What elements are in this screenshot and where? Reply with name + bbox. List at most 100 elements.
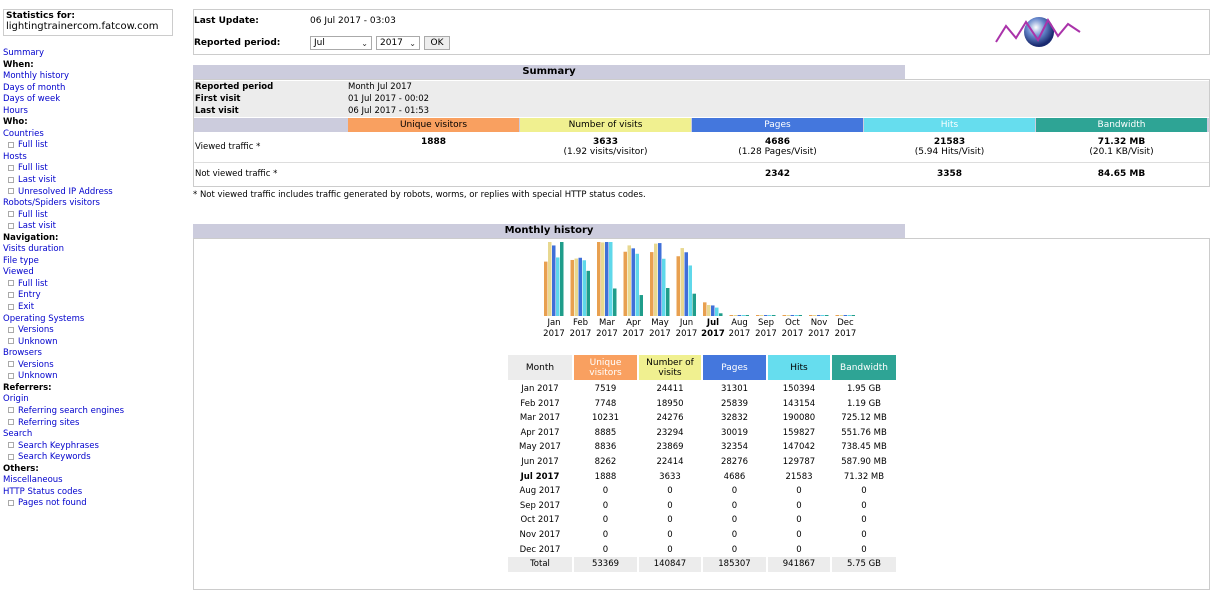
monthly-row-month: Jul 2017 — [520, 471, 560, 482]
chart-bar — [737, 315, 741, 316]
sidebar-subitem-exit[interactable]: Exit — [3, 302, 188, 314]
chart-bar — [578, 257, 582, 316]
chart-bar — [658, 243, 662, 316]
sidebar-item-operating-systems[interactable]: Operating Systems — [3, 314, 188, 326]
list-icon — [8, 303, 14, 310]
monthly-row-month: Jan 2017 — [521, 384, 559, 394]
sidebar-subitem-entry[interactable]: Entry — [3, 290, 188, 302]
sidebar-subitem-full-list[interactable]: Full list — [3, 210, 188, 222]
sidebar-item-label: File type — [3, 255, 39, 266]
sidebar-heading-label: Navigation: — [3, 232, 59, 243]
sidebar-subitem-full-list[interactable]: Full list — [3, 163, 188, 175]
chart-bar — [772, 315, 776, 316]
viewed-traffic-cell: 4686 (1.28 Pages/Visit) — [692, 137, 863, 157]
sidebar-item-search[interactable]: Search — [3, 429, 188, 441]
sidebar-subitem-label: Exit — [18, 302, 35, 313]
sidebar-heading-others: Others: — [3, 464, 188, 476]
sidebar-subitem-label: Referring search engines — [18, 405, 125, 416]
sidebar-subitem-last-visit[interactable]: Last visit — [3, 175, 188, 187]
chart-bar — [782, 315, 786, 316]
monthly-row-cell: 25839 — [720, 398, 749, 409]
summary-row: Reported period Month Jul 2017 — [194, 81, 1209, 93]
last-update-label: Last Update: — [194, 16, 259, 26]
summary-header-cell: Hits — [864, 118, 1035, 132]
stats-for-box: Statistics for: lightingtrainercom.fatco… — [3, 9, 173, 36]
sidebar-subitem-versions[interactable]: Versions — [3, 360, 188, 372]
summary-panel: Reported period Month Jul 2017 First vis… — [193, 79, 1210, 187]
summary-row-label: Reported period — [195, 82, 274, 92]
ok-button[interactable]: OK — [424, 36, 450, 50]
chart-bar — [692, 293, 696, 316]
chart-month-name: Jun — [679, 318, 694, 328]
chart-month-label: Feb 2017 — [568, 318, 594, 340]
sidebar-item-label: Robots/Spiders visitors — [3, 198, 100, 209]
sidebar-subitem-search-keywords[interactable]: Search Keywords — [3, 452, 188, 464]
sidebar-item-days-of-month[interactable]: Days of month — [3, 83, 188, 95]
sidebar-item-countries[interactable]: Countries — [3, 129, 188, 141]
monthly-row-cell: 159827 — [782, 427, 816, 438]
sidebar-item-miscellaneous[interactable]: Miscellaneous — [3, 475, 188, 487]
monthly-header-cell: Unique visitors — [574, 355, 637, 380]
chart-bar — [570, 259, 574, 316]
sidebar-item-viewed[interactable]: Viewed — [3, 267, 188, 279]
viewed-sub-value: (1.92 visits/visitor) — [563, 147, 648, 157]
list-icon — [8, 141, 14, 148]
chart-bar — [639, 295, 643, 316]
sidebar-subitem-full-list[interactable]: Full list — [3, 140, 188, 152]
sidebar-subitem-pages-not-found[interactable]: Pages not found — [3, 498, 188, 510]
sidebar-subitem-search-keyphrases[interactable]: Search Keyphrases — [3, 441, 188, 453]
month-select[interactable]: Jul ⌄ — [310, 36, 372, 50]
chart-bar — [582, 260, 586, 316]
monthly-row-cell: 8836 — [594, 442, 617, 453]
sidebar-subitem-unresolved-ip-address[interactable]: Unresolved IP Address — [3, 187, 188, 199]
sidebar-subitem-referring-search-engines[interactable]: Referring search engines — [3, 406, 188, 418]
monthly-row-cell: 551.76 MB — [841, 427, 887, 438]
sidebar-subitem-last-visit[interactable]: Last visit — [3, 221, 188, 233]
sidebar-item-origin[interactable]: Origin — [3, 394, 188, 406]
monthly-row-cell: 0 — [667, 515, 673, 526]
list-icon — [8, 326, 14, 333]
chart-month-label: Apr 2017 — [621, 318, 647, 340]
year-select[interactable]: 2017 ⌄ — [376, 36, 420, 50]
sidebar-subitem-unknown[interactable]: Unknown — [3, 337, 188, 349]
chart-year-name: 2017 — [755, 329, 777, 339]
sidebar-item-visits-duration[interactable]: Visits duration — [3, 244, 188, 256]
chart-bar — [790, 315, 794, 316]
chart-bar — [662, 258, 666, 316]
sidebar-item-days-of-week[interactable]: Days of week — [3, 94, 188, 106]
chart-bar — [548, 242, 552, 316]
monthly-row-cell: 190080 — [782, 413, 816, 424]
sidebar-item-robots-spiders-visitors[interactable]: Robots/Spiders visitors — [3, 198, 188, 210]
monthly-history-title: Monthly history — [193, 224, 905, 238]
sidebar-subitem-label: Pages not found — [18, 498, 87, 509]
sidebar-item-http-status-codes[interactable]: HTTP Status codes — [3, 487, 188, 499]
chart-year-name: 2017 — [834, 329, 857, 339]
chart-month-name: Dec — [837, 318, 854, 328]
chart-bar — [798, 315, 802, 316]
chart-month-label: Aug 2017 — [727, 318, 753, 340]
viewed-sub-value: (5.94 Hits/Visit) — [914, 147, 985, 157]
sidebar-item-browsers[interactable]: Browsers — [3, 348, 188, 360]
viewed-traffic-row: 1888 3633 (1.92 visits/visitor) 4686 (1.28 P… — [194, 135, 1209, 163]
viewed-main-value: 71.32 MB — [1097, 137, 1146, 147]
sidebar-subitem-unknown[interactable]: Unknown — [3, 371, 188, 383]
monthly-row-cell: 71.32 MB — [843, 471, 885, 482]
monthly-row-month: Sep 2017 — [519, 500, 561, 511]
sidebar-subitem-versions[interactable]: Versions — [3, 325, 188, 337]
sidebar-item-monthly-history[interactable]: Monthly history — [3, 71, 188, 83]
sidebar-subitem-referring-sites[interactable]: Referring sites — [3, 418, 188, 430]
list-icon — [8, 372, 14, 379]
sidebar-item-hours[interactable]: Hours — [3, 106, 188, 118]
monthly-row-cell: 0 — [796, 530, 802, 540]
sidebar-subitem-full-list[interactable]: Full list — [3, 279, 188, 291]
sidebar-item-summary[interactable]: Summary — [3, 48, 188, 60]
chart-month-name: Aug — [731, 318, 748, 328]
chart-month-name: Nov — [810, 318, 828, 328]
chart-month-label: Nov 2017 — [806, 318, 832, 340]
sidebar-item-hosts[interactable]: Hosts — [3, 152, 188, 164]
monthly-row-cell: 0 — [667, 544, 673, 555]
sidebar-item-file-type[interactable]: File type — [3, 256, 188, 268]
monthly-row-cell: 587.90 MB — [841, 457, 887, 467]
monthly-row-cell: 23294 — [656, 427, 684, 438]
viewed-traffic-cell: 1888 — [348, 137, 519, 147]
